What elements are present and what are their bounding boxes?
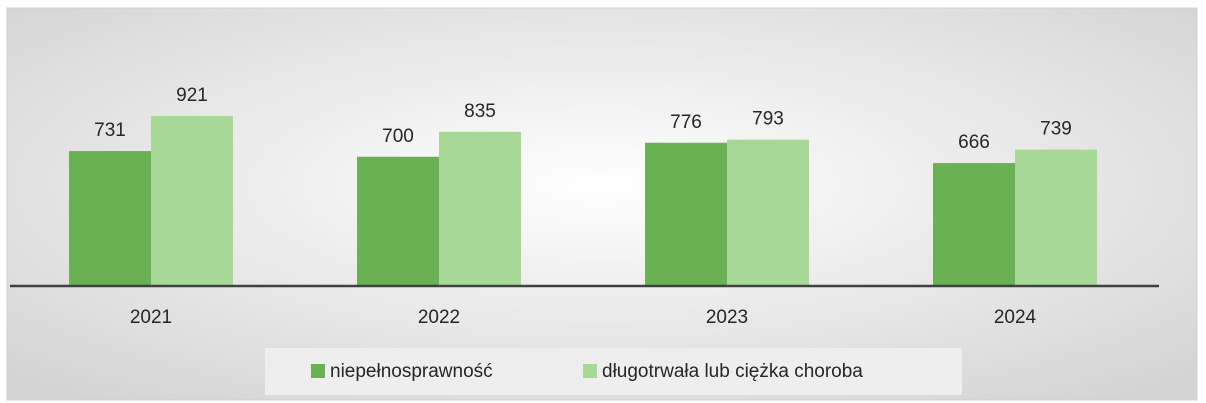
- legend-label: długotrwała lub ciężka choroba: [602, 361, 863, 382]
- legend-box: [265, 348, 962, 395]
- data-label: 731: [94, 120, 126, 141]
- data-label: 835: [464, 101, 496, 122]
- bar: [645, 142, 727, 286]
- bar: [151, 115, 233, 286]
- bar: [727, 139, 809, 286]
- data-label: 739: [1040, 119, 1072, 140]
- data-label: 700: [382, 126, 414, 147]
- data-label: 921: [176, 85, 208, 106]
- legend-label: niepełnosprawność: [330, 361, 493, 382]
- bar: [69, 151, 151, 286]
- x-tick-label: 2023: [706, 307, 748, 328]
- data-label: 793: [752, 109, 784, 130]
- bar: [357, 156, 439, 286]
- bar: [1015, 149, 1097, 286]
- x-tick-label: 2024: [994, 307, 1037, 328]
- legend-swatch: [583, 364, 597, 378]
- data-label: 776: [670, 112, 702, 133]
- data-label: 666: [958, 132, 990, 153]
- legend-swatch: [311, 364, 325, 378]
- x-tick-label: 2021: [130, 307, 172, 328]
- x-tick-label: 2022: [418, 307, 460, 328]
- bar: [439, 131, 521, 286]
- bar: [933, 163, 1015, 286]
